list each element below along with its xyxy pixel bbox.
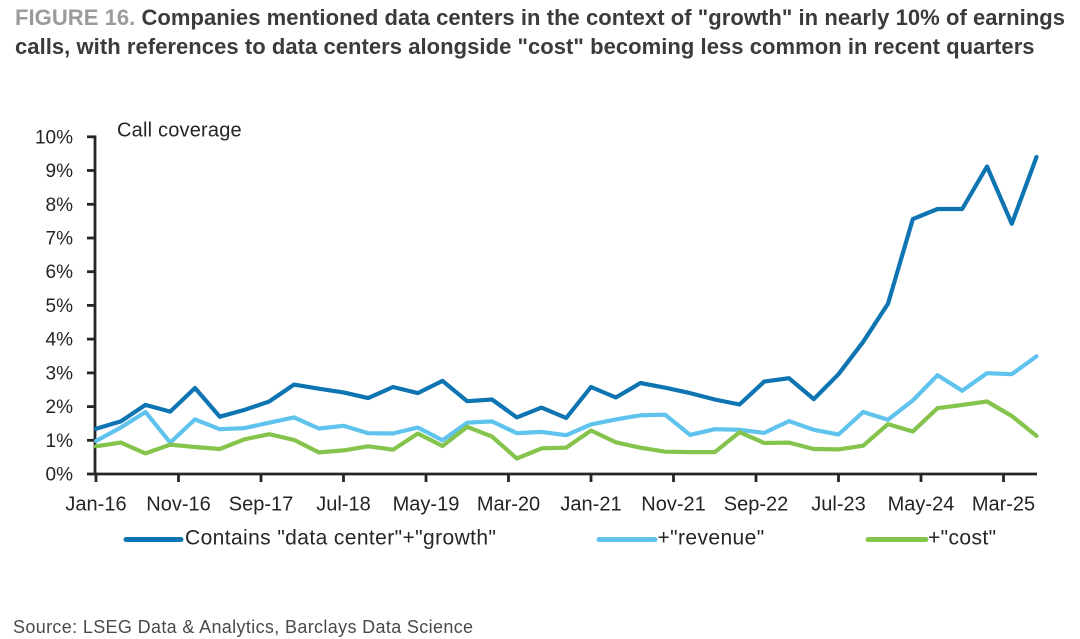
svg-text:Nov-16: Nov-16 xyxy=(146,494,210,516)
svg-text:Jan-21: Jan-21 xyxy=(560,494,621,516)
svg-text:8%: 8% xyxy=(46,195,74,216)
svg-text:3%: 3% xyxy=(46,363,74,384)
svg-text:Mar-25: Mar-25 xyxy=(972,494,1035,516)
svg-text:May-19: May-19 xyxy=(393,494,460,516)
svg-text:9%: 9% xyxy=(46,161,74,182)
svg-text:Jul-18: Jul-18 xyxy=(316,494,370,516)
svg-text:5%: 5% xyxy=(46,296,74,317)
svg-text:Sep-22: Sep-22 xyxy=(724,494,789,516)
svg-text:Jan-16: Jan-16 xyxy=(65,494,126,516)
svg-text:4%: 4% xyxy=(46,330,74,351)
svg-text:Contains "data center"+"growth: Contains "data center"+"growth" xyxy=(185,527,496,550)
svg-text:6%: 6% xyxy=(46,262,74,283)
svg-text:Mar-20: Mar-20 xyxy=(477,494,540,516)
svg-text:Nov-21: Nov-21 xyxy=(641,494,705,516)
svg-text:Jul-23: Jul-23 xyxy=(811,494,865,516)
svg-text:7%: 7% xyxy=(46,229,74,250)
svg-text:+"revenue": +"revenue" xyxy=(658,527,765,550)
svg-text:2%: 2% xyxy=(46,397,74,418)
svg-text:Sep-17: Sep-17 xyxy=(229,494,294,516)
svg-text:+"cost": +"cost" xyxy=(928,527,997,550)
svg-text:10%: 10% xyxy=(35,127,73,148)
svg-text:May-24: May-24 xyxy=(888,494,955,516)
svg-text:0%: 0% xyxy=(46,465,74,486)
svg-text:1%: 1% xyxy=(46,431,74,452)
svg-text:Call coverage: Call coverage xyxy=(117,119,242,141)
